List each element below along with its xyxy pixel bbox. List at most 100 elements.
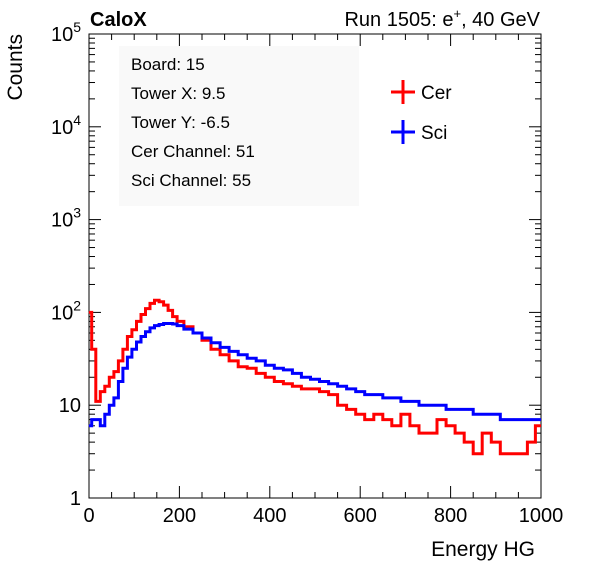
info-tower-y: Tower Y: -6.5: [131, 113, 230, 132]
legend: Cer Sci: [391, 80, 452, 144]
data-point-cer: [512, 452, 516, 455]
data-point-cer: [349, 408, 353, 411]
data-point-cer: [286, 382, 290, 386]
data-point-sci: [386, 396, 389, 400]
data-point-sci: [313, 378, 317, 381]
data-point-cer: [187, 325, 190, 328]
x-tick-label: 1000: [519, 505, 564, 527]
data-point-sci: [105, 412, 109, 416]
data-point-sci: [395, 396, 398, 400]
data-point-cer: [164, 303, 168, 307]
data-point-cer: [142, 313, 145, 316]
data-point-sci: [178, 324, 181, 327]
data-point-sci: [241, 353, 244, 356]
data-point-sci: [286, 368, 290, 372]
data-point-sci: [503, 418, 507, 421]
data-point-sci: [119, 380, 122, 383]
data-point-cer: [128, 335, 131, 338]
x-tick-label: 200: [163, 505, 196, 527]
data-point-cer: [114, 370, 118, 373]
data-point-cer: [205, 339, 208, 342]
data-point-sci: [422, 404, 425, 407]
data-point-cer: [110, 376, 113, 379]
data-point-cer: [304, 387, 308, 391]
data-point-sci: [114, 396, 118, 400]
series-cer: [88, 298, 541, 456]
x-tick-label: 0: [83, 505, 94, 527]
legend-label-sci: Sci: [421, 123, 447, 144]
data-point-cer: [250, 367, 253, 370]
data-point-cer: [431, 431, 434, 435]
data-point-cer: [160, 300, 163, 304]
data-point-cer: [105, 385, 109, 388]
data-point-sci: [160, 323, 163, 326]
info-box: [119, 46, 359, 206]
data-point-sci: [404, 400, 407, 403]
data-point-sci: [440, 404, 443, 407]
data-point-sci: [142, 335, 145, 338]
data-point-sci: [155, 324, 158, 327]
y-axis-title: Counts: [4, 34, 27, 101]
data-point-cer: [155, 299, 158, 302]
data-point-sci: [151, 326, 154, 330]
y-tick-label: 102: [51, 297, 81, 324]
data-point-sci: [368, 393, 371, 396]
data-point-cer: [322, 390, 326, 393]
data-point-cer: [395, 424, 398, 427]
x-tick-label: 600: [344, 505, 377, 527]
series-sci: [88, 322, 541, 428]
data-point-cer: [92, 348, 95, 351]
data-point-cer: [101, 390, 104, 393]
data-point-cer: [340, 404, 344, 407]
data-point-sci: [431, 404, 434, 407]
series-line-cer: [89, 298, 541, 456]
data-point-cer: [223, 353, 226, 356]
data-point-cer: [268, 376, 271, 379]
y-tick-label: 1: [70, 488, 81, 510]
data-point-cer: [123, 348, 127, 351]
data-point-cer: [88, 311, 92, 314]
info-sci-channel: Sci Channel: 55: [131, 171, 251, 190]
data-point-cer: [530, 440, 534, 444]
data-point-sci: [449, 408, 452, 411]
data-point-cer: [232, 359, 235, 363]
data-point-sci: [340, 385, 344, 388]
data-point-sci: [187, 327, 190, 331]
y-tick-label: 10: [59, 395, 81, 417]
data-point-sci: [331, 382, 335, 386]
data-point-sci: [295, 372, 299, 375]
info-tower-x: Tower X: 9.5: [131, 84, 226, 103]
data-point-cer: [146, 307, 149, 310]
data-point-cer: [151, 302, 154, 305]
data-point-cer: [214, 348, 217, 351]
data-point-cer: [377, 412, 380, 416]
data-point-sci: [304, 376, 308, 379]
x-tick-label: 800: [434, 505, 467, 527]
data-point-cer: [537, 424, 540, 427]
info-cer-channel: Cer Channel: 51: [131, 142, 255, 161]
data-point-cer: [133, 328, 136, 331]
data-point-sci: [133, 348, 136, 351]
data-point-sci: [96, 418, 100, 421]
data-point-cer: [485, 431, 488, 435]
data-point-cer: [503, 452, 507, 455]
data-point-cer: [173, 315, 177, 318]
data-point-cer: [331, 393, 335, 396]
data-point-cer: [119, 359, 122, 363]
legend-label-cer: Cer: [421, 83, 452, 104]
data-point-cer: [494, 440, 497, 444]
data-point-cer: [449, 424, 452, 427]
data-point-sci: [521, 418, 525, 421]
data-point-sci: [537, 418, 540, 421]
data-point-sci: [205, 336, 208, 340]
data-point-sci: [128, 355, 131, 359]
data-point-cer: [137, 320, 140, 323]
data-point-cer: [368, 418, 371, 421]
data-point-cer: [96, 400, 100, 403]
y-tick-label: 104: [51, 112, 81, 139]
data-point-sci: [137, 340, 140, 344]
data-point-cer: [259, 372, 262, 375]
data-point-sci: [173, 322, 177, 326]
x-axis-title: Energy HG: [431, 538, 535, 561]
data-point-sci: [110, 404, 113, 407]
